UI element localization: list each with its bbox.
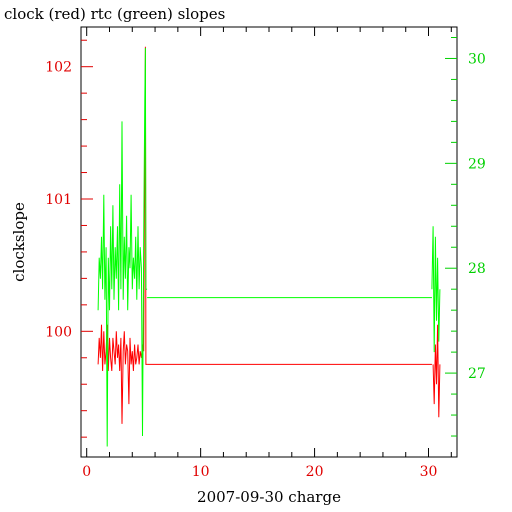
y-right-tick-label: 28 [468, 261, 486, 277]
x-tick-label: 20 [306, 464, 324, 480]
y-axis-label: clockslope [10, 202, 28, 282]
x-axis-label: 2007-09-30 charge [197, 488, 341, 506]
series-line-rtc [97, 47, 148, 447]
x-tick-label: 30 [420, 464, 438, 480]
x-tick-label: 0 [82, 464, 91, 480]
y-left-tick-label: 102 [45, 60, 72, 76]
y-left-tick-label: 100 [45, 324, 72, 340]
series-line-clock-late [432, 324, 441, 418]
y-left-tick-label: 101 [45, 192, 72, 208]
y-right-tick-label: 30 [468, 51, 486, 67]
series-line-rtc-late [431, 226, 441, 353]
y-right-tick-label: 29 [468, 156, 486, 172]
x-tick-label: 10 [192, 464, 210, 480]
y-right-tick-label: 27 [468, 366, 486, 382]
chart-title: clock (red) rtc (green) slopes [4, 5, 225, 23]
